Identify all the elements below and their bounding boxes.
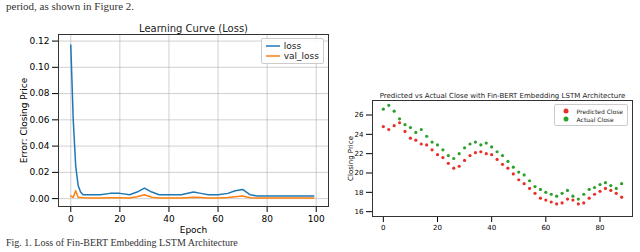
svg-text:80: 80: [596, 224, 605, 232]
svg-text:Closing Price: Closing Price: [347, 136, 355, 181]
svg-text:40: 40: [487, 224, 496, 232]
svg-text:0.04: 0.04: [29, 141, 49, 151]
svg-text:60: 60: [212, 214, 224, 224]
svg-text:26: 26: [355, 111, 364, 119]
html-text:period, as shown in Figure 2.: period, as shown in Figure 2.: [6, 0, 134, 12]
svg-text:24: 24: [355, 131, 364, 139]
svg-text:18: 18: [355, 189, 364, 197]
html-text:Actual Close: Actual Close: [576, 115, 614, 123]
html-text:val_loss: val_loss: [283, 51, 319, 61]
svg-text:0: 0: [68, 214, 74, 224]
svg-text:Learning Curve (Loss): Learning Curve (Loss): [139, 23, 248, 34]
svg-text:40: 40: [163, 214, 175, 224]
svg-text:20: 20: [114, 214, 126, 224]
svg-text:0: 0: [381, 224, 385, 232]
html-text:Predicted Close: Predicted Close: [576, 107, 623, 115]
svg-text:0.10: 0.10: [29, 62, 49, 72]
html-text:Fig. 1. Loss of Fin-BERT Embed: Fig. 1. Loss of Fin-BERT Embedding LSTM …: [6, 237, 238, 248]
html-text:loss: loss: [283, 41, 302, 51]
svg-text:0.02: 0.02: [29, 167, 49, 177]
svg-text:60: 60: [541, 224, 550, 232]
svg-text:16: 16: [355, 208, 364, 216]
svg-text:100: 100: [308, 214, 325, 224]
svg-text:0.06: 0.06: [29, 115, 49, 125]
svg-text:80: 80: [261, 214, 273, 224]
svg-text:0.12: 0.12: [29, 36, 49, 46]
svg-text:20: 20: [355, 169, 364, 177]
svg-text:Epoch: Epoch: [180, 225, 208, 235]
svg-text:0.08: 0.08: [29, 88, 49, 98]
svg-text:22: 22: [355, 150, 364, 158]
svg-text:Predicted vs Actual Close with: Predicted vs Actual Close with Fin-BERT …: [380, 92, 626, 100]
svg-text:Error: Closing Price: Error: Closing Price: [19, 77, 29, 163]
svg-text:0.00: 0.00: [29, 194, 49, 204]
svg-text:20: 20: [433, 224, 442, 232]
